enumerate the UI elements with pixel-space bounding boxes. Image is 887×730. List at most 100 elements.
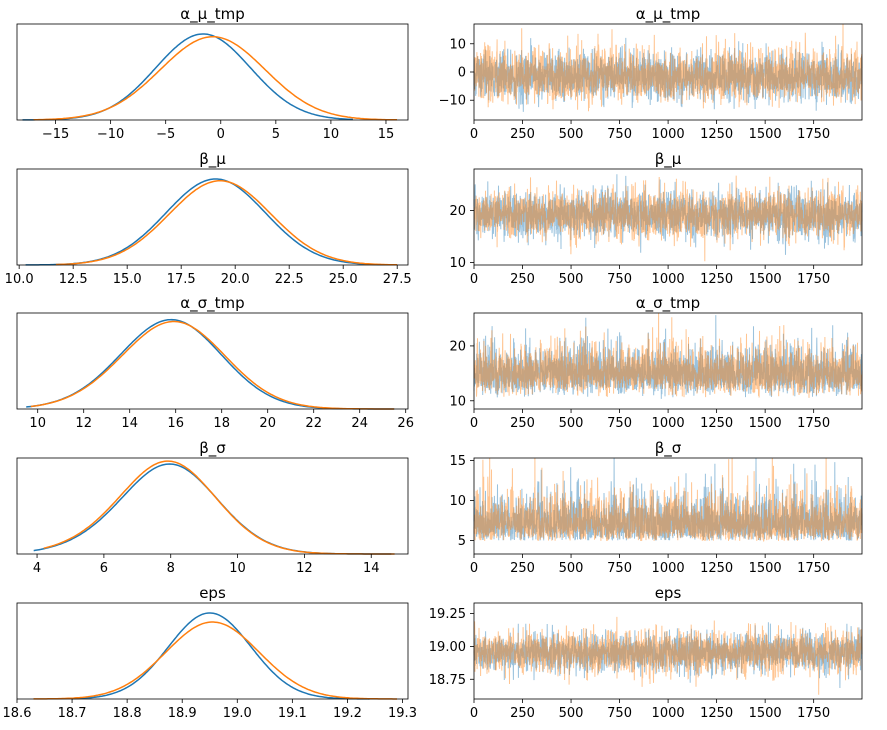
x-tick-label: 1250	[700, 706, 733, 721]
x-tick-label: 10.0	[5, 272, 34, 287]
x-tick-label: 18	[213, 416, 230, 431]
x-tick-label: 1000	[652, 561, 685, 576]
x-tick-label: 500	[559, 706, 584, 721]
x-tick-label: 14	[121, 416, 138, 431]
density-panel-4: eps 18.6 18.7 18.8 18.9 19.0 19.1 19.2 19.3	[3, 584, 417, 721]
x-tick-label: 1000	[652, 272, 685, 287]
x-tick-label: 750	[607, 416, 632, 431]
x-tick-label: 1750	[797, 416, 830, 431]
x-tick-label: 10	[323, 127, 340, 142]
x-tick-label: 1000	[652, 706, 685, 721]
x-tick-label: 1250	[700, 561, 733, 576]
axes-frame	[16, 602, 409, 700]
y-tick-label: 0	[458, 66, 466, 81]
x-tick-label: 1000	[652, 416, 685, 431]
x-tick-label: 1500	[749, 272, 782, 287]
x-tick-label: 25.0	[329, 272, 358, 287]
density-line-chain-2	[30, 320, 395, 410]
x-tick-label: −15	[42, 127, 69, 142]
trace-line-chain-1	[473, 622, 863, 689]
x-tick-label: 5	[272, 127, 280, 142]
y-tick-label: 10	[449, 256, 466, 271]
axes-frame	[16, 457, 409, 555]
density-line-chain-2	[33, 36, 397, 121]
trace-line-chain-2	[473, 457, 863, 542]
trace-line-chain-1	[473, 457, 863, 541]
panel-title: β_μ	[199, 150, 226, 169]
x-tick-label: 19.0	[223, 706, 252, 721]
density-line-chain-2	[33, 621, 397, 700]
x-tick-label: 18.6	[3, 706, 32, 721]
density-panel-2: α_σ_tmp 10 12 14 16 18 20 22 24 26	[16, 294, 414, 431]
x-tick-label: 14	[363, 561, 380, 576]
x-tick-label: 250	[510, 561, 535, 576]
x-tick-label: 750	[607, 272, 632, 287]
density-line-chain-1	[33, 463, 392, 555]
x-tick-label: 250	[510, 272, 535, 287]
trace-line-chain-1	[473, 37, 863, 112]
y-tick-label: 10	[449, 37, 466, 52]
x-tick-label: 4	[33, 561, 41, 576]
x-tick-label: 22	[305, 416, 322, 431]
y-tick-label: 15	[449, 454, 466, 469]
x-tick-label: 0	[470, 706, 478, 721]
trace-panel-2: α_σ_tmp 10 20 0 250 500 750 1000 1250 1500 1750	[449, 294, 863, 431]
x-tick-label: 24	[351, 416, 368, 431]
x-tick-label: 1750	[797, 127, 830, 142]
trace-line-chain-2	[473, 23, 863, 112]
x-tick-label: 20.0	[221, 272, 250, 287]
y-tick-label: −10	[439, 94, 466, 109]
density-line-chain-2	[55, 180, 398, 266]
x-tick-label: 0	[217, 127, 225, 142]
panel-title: α_σ_tmp	[180, 294, 244, 313]
x-tick-label: 1000	[652, 127, 685, 142]
y-tick-label: 19.25	[429, 607, 466, 622]
panel-title: α_μ_tmp	[636, 5, 700, 24]
x-tick-label: 750	[607, 127, 632, 142]
y-tick-label: 10	[449, 394, 466, 409]
density-line-chain-1	[26, 318, 395, 410]
axes-frame	[16, 168, 409, 266]
x-tick-label: 0	[470, 127, 478, 142]
x-tick-label: 0	[470, 561, 478, 576]
x-tick-label: −5	[156, 127, 175, 142]
x-tick-label: 1750	[797, 561, 830, 576]
x-tick-label: 10	[29, 416, 46, 431]
x-tick-label: 15.0	[113, 272, 142, 287]
trace-panel-1: β_μ 10 20 0 250 500 750 1000 1250 1500 1750	[449, 150, 863, 287]
axes-frame	[16, 23, 409, 121]
x-tick-label: 250	[510, 706, 535, 721]
x-tick-label: 1500	[749, 561, 782, 576]
x-tick-label: 12	[75, 416, 92, 431]
x-tick-label: 10	[229, 561, 246, 576]
x-tick-label: 20	[259, 416, 276, 431]
panel-title: β_μ	[655, 150, 682, 169]
x-tick-label: 1250	[700, 272, 733, 287]
x-tick-label: 19.3	[388, 706, 417, 721]
x-tick-label: 18.7	[58, 706, 87, 721]
panel-title: β_σ	[655, 439, 682, 458]
x-tick-label: 1500	[749, 416, 782, 431]
x-tick-label: 250	[510, 416, 535, 431]
panel-title: α_σ_tmp	[636, 294, 700, 313]
x-tick-label: −10	[97, 127, 124, 142]
x-tick-label: 6	[100, 561, 108, 576]
density-panel-1: β_μ 10.0 12.5 15.0 17.5 20.0 22.5 25.0 27.5	[5, 150, 412, 287]
trace-line-chain-2	[473, 175, 863, 262]
x-tick-label: 1750	[797, 272, 830, 287]
x-tick-label: 15	[378, 127, 395, 142]
x-tick-label: 750	[607, 706, 632, 721]
panel-title: β_σ	[199, 439, 226, 458]
panel-title: eps	[199, 584, 226, 602]
trace-line-chain-1	[473, 315, 863, 399]
x-tick-label: 12	[296, 561, 313, 576]
trace-line-chain-2	[473, 312, 863, 398]
trace-panel-0: α_μ_tmp −10 0 10 0 250 500 750 1000 1250 1500 1750	[439, 5, 863, 142]
y-tick-label: 19.00	[429, 640, 466, 655]
x-tick-label: 26	[397, 416, 414, 431]
density-panel-3: β_σ 4 6 8 10 12 14	[16, 439, 409, 576]
x-tick-label: 1750	[797, 706, 830, 721]
density-panel-0: α_μ_tmp −15 −10 −5 0 5 10 15	[16, 5, 409, 142]
x-tick-label: 16	[167, 416, 184, 431]
